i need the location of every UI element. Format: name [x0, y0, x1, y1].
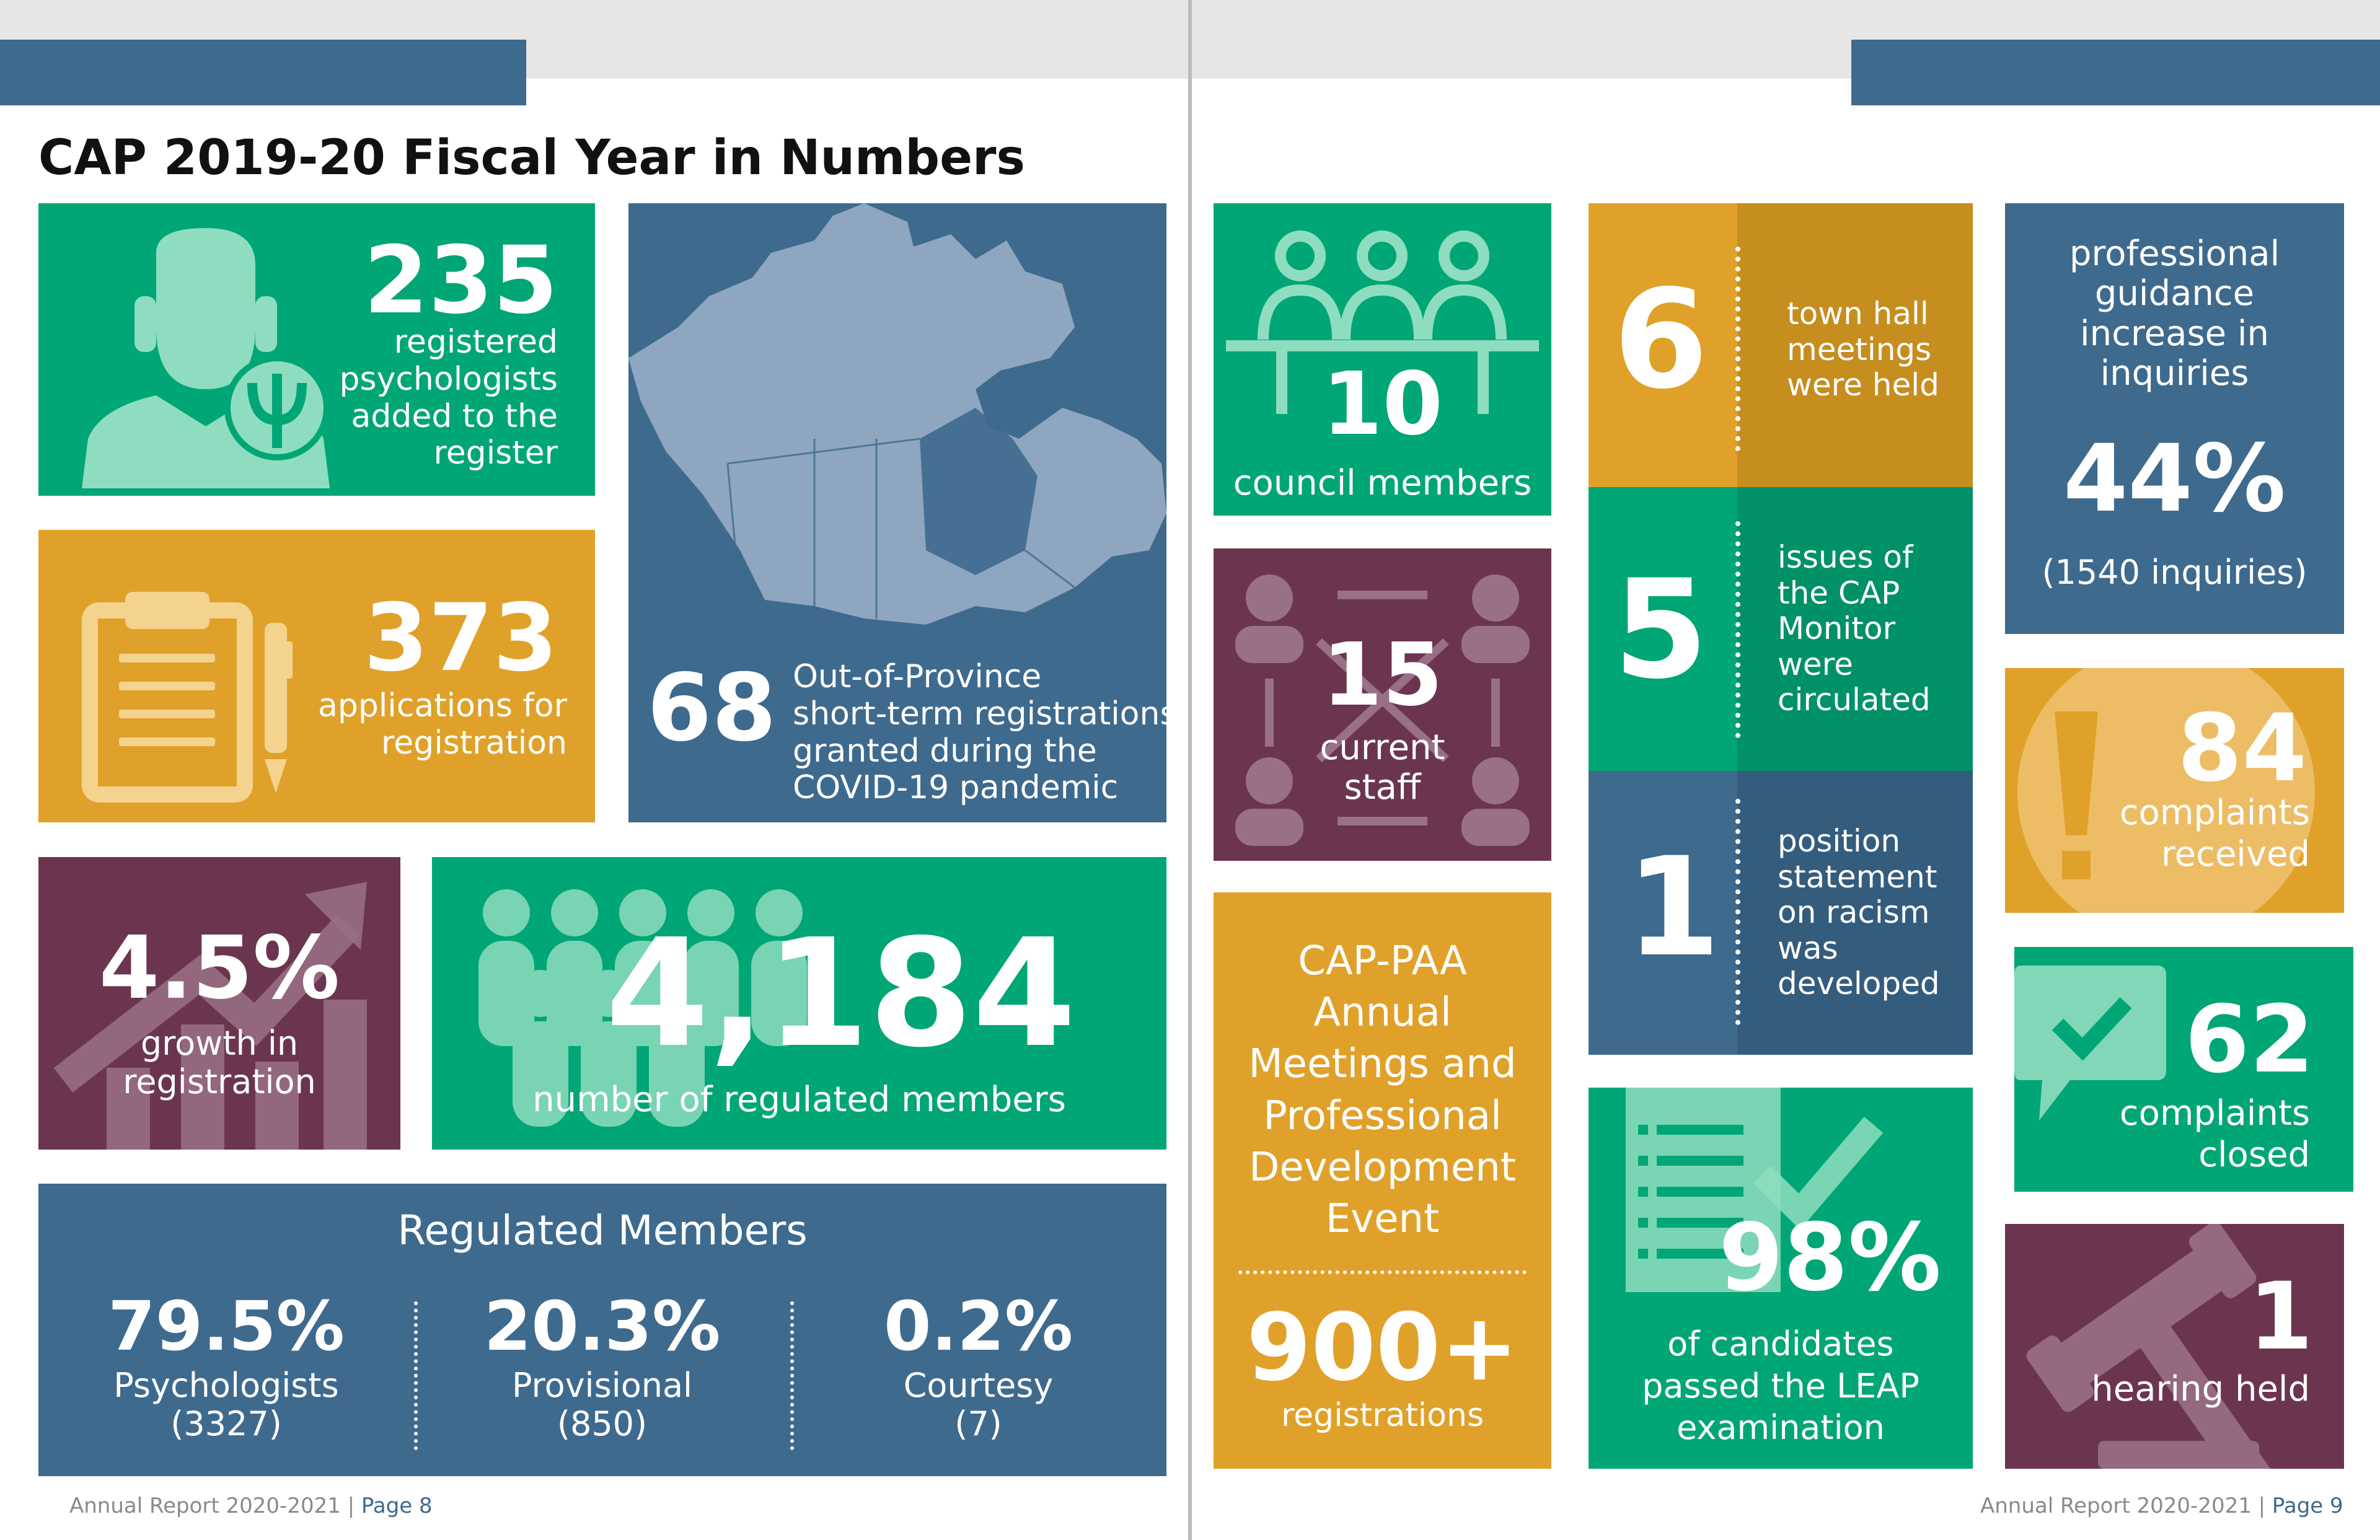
stat-label: applications for registration — [318, 687, 567, 762]
breakdown-provisional: 20.3% Provisional (850) — [483, 1287, 721, 1444]
growth-arrow-icon — [53, 882, 367, 1150]
stat-value: 4.5% — [99, 918, 340, 1019]
tile-staff: 15 current staff — [1214, 548, 1551, 861]
tile-growth: 4.5% growth in registration — [38, 857, 400, 1150]
divider — [414, 1301, 418, 1450]
exclamation-icon — [2017, 668, 2315, 913]
stat-label: Out-of-Province short-term registrations g… — [793, 658, 1166, 807]
tile-complaints-closed: 62 complaints closed — [2014, 947, 2353, 1192]
council-icon — [1226, 231, 1539, 414]
header-blue-right — [1851, 40, 2380, 105]
stat-value: 15 — [1322, 625, 1443, 726]
stat-value: 235 — [363, 227, 558, 335]
psychologist-icon — [82, 228, 330, 488]
divider — [1735, 521, 1740, 738]
tile-position: 1 position statement on racism was developed — [1589, 771, 1973, 1055]
tile-applications: 373 applications for registration — [38, 530, 595, 822]
divider — [1238, 1270, 1527, 1274]
footer-left: Annual Report 2020-2021 | Page 8 — [69, 1494, 433, 1518]
event-title: CAP-PAA Annual Meetings and Professional Dev… — [1248, 938, 1517, 1242]
clipboard-icon — [82, 592, 293, 803]
divider — [790, 1301, 794, 1450]
breakdown-psychologists: 79.5% Psychologists (3327) — [108, 1287, 345, 1444]
page-spine — [1188, 0, 1192, 1540]
footer-right: Annual Report 2020-2021 | Page 9 — [1980, 1494, 2343, 1518]
stat-value: 62 — [2185, 986, 2314, 1094]
shade — [1737, 487, 1973, 771]
stat-label: town hall meetings were held — [1787, 296, 1939, 403]
stat-label: hearing held — [2091, 1369, 2310, 1409]
tile-complaints-received: 84 complaints received — [2005, 668, 2344, 913]
tile-event: CAP-PAA Annual Meetings and Professional Dev… — [1214, 892, 1551, 1469]
canada-map-icon — [628, 203, 1166, 625]
tile-guidance: professional guidance increase in inquiries… — [2005, 203, 2344, 634]
stat-value: 84 — [2177, 695, 2307, 803]
divider — [1735, 247, 1740, 451]
stat-value: 4,184 — [606, 907, 1077, 1080]
stat-label: registrations — [1280, 1397, 1484, 1434]
stat-value: 5 — [1613, 550, 1709, 709]
tile-town-hall: 6 town hall meetings were held — [1589, 203, 1973, 487]
stat-value: 10 — [1322, 354, 1443, 455]
tile-monitor: 5 issues of the CAP Monitor were circulated — [1589, 487, 1973, 771]
stat-value: 373 — [363, 584, 558, 692]
stat-label: growth in registration — [123, 1024, 316, 1102]
stat-value: 1 — [1626, 828, 1721, 987]
breakdown-courtesy: 0.2% Courtesy (7) — [883, 1287, 1073, 1444]
tile-regulated-breakdown: Regulated Members 79.5% Psychologists (3… — [38, 1184, 1166, 1476]
divider — [1735, 799, 1740, 1025]
tile-leap: 98% of candidates passed the LEAP examinat… — [1589, 1088, 1973, 1469]
stat-label: position statement on racism was developed — [1778, 823, 1940, 1001]
stat-value: 900+ — [1246, 1294, 1518, 1402]
crowd-icon — [478, 889, 807, 1127]
tile-out-of-province: 68 Out-of-Province short-term registratio… — [628, 203, 1166, 822]
gavel-icon — [2026, 1224, 2285, 1469]
shade — [1737, 203, 1973, 487]
stat-label: complaints closed — [2119, 1093, 2310, 1176]
speech-check-icon — [2014, 966, 2166, 1120]
stat-label: registered psychologists added to the regis… — [339, 323, 558, 472]
breakdown-title: Regulated Members — [397, 1207, 808, 1254]
shade — [1737, 771, 1973, 1055]
stat-label: of candidates passed the LEAP examination — [1642, 1324, 1919, 1447]
stat-label: complaints received — [2119, 793, 2310, 875]
tile-psychologists: 235 registered psychologists added to the r… — [38, 203, 595, 496]
tile-regulated-members: 4,184 number of regulated members — [432, 857, 1166, 1150]
guidance-heading: professional guidance increase in inquiries — [2069, 234, 2280, 394]
checklist-icon — [1626, 1088, 1884, 1292]
stat-label: number of regulated members — [532, 1080, 1066, 1120]
tile-council: 10 council members — [1214, 203, 1551, 516]
stat-value: 6 — [1613, 260, 1709, 419]
stat-label: council members — [1233, 463, 1532, 503]
stat-label: issues of the CAP Monitor were circulated — [1778, 539, 1931, 718]
stat-value: 68 — [647, 654, 777, 762]
header-blue-left — [0, 40, 526, 105]
stat-value: 1 — [2248, 1263, 2313, 1371]
stat-value: 98% — [1719, 1204, 1942, 1312]
stat-label: current staff — [1320, 728, 1445, 808]
network-icon — [1235, 574, 1530, 846]
stat-value: 44% — [2063, 425, 2286, 533]
guidance-sub: (1540 inquiries) — [2042, 553, 2307, 592]
tile-hearing: 1 hearing held — [2005, 1224, 2344, 1469]
page-title: CAP 2019-20 Fiscal Year in Numbers — [38, 130, 1025, 186]
